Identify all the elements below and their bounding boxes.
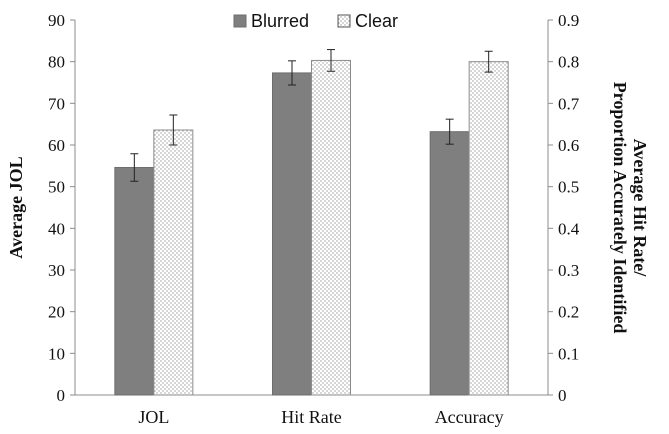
y2-tick-label: 0.7 (558, 94, 580, 113)
bar-clear-accuracy (468, 61, 509, 396)
x-tick-label: Hit Rate (281, 407, 342, 427)
y2-tick-label: 0 (558, 386, 567, 405)
y2-tick-label: 0.2 (558, 303, 579, 322)
bars-group (114, 49, 509, 396)
y-tick-label: 40 (48, 219, 65, 238)
bar-blurred-accuracy (429, 131, 470, 396)
y2-tick-label: 0.4 (558, 219, 580, 238)
bar-clear-jol (153, 129, 194, 396)
y-tick-label: 30 (48, 261, 65, 280)
y-tick-label: 10 (48, 344, 65, 363)
y-tick-label: 60 (48, 136, 65, 155)
y2-tick-label: 0.3 (558, 261, 579, 280)
legend-swatch-clear (337, 14, 351, 28)
bar-blurred-hit-rate (272, 72, 312, 396)
legend-label-blurred: Blurred (251, 11, 309, 31)
y2-tick-label: 0.5 (558, 178, 579, 197)
y2-axis-title-line1: Average Hit Rate/ (630, 139, 650, 278)
y2-tick-label: 0.9 (558, 11, 579, 30)
y-tick-label: 90 (48, 11, 65, 30)
bar-clear-hit-rate (311, 59, 351, 396)
x-tick-label: Accuracy (435, 407, 504, 427)
legend-swatch-blurred (233, 14, 247, 28)
y2-axis-title-line2: Proportion Accurately Identified (610, 82, 630, 334)
y-tick-label: 70 (48, 94, 65, 113)
labels-group: 0 10 20 30 40 50 60 70 80 90 0 0.1 0.2 0.3 0.4 0.5 0.6 0.… (6, 11, 650, 427)
y-axis-title: Average JOL (6, 156, 26, 258)
bar-blurred-jol (114, 167, 155, 396)
y-tick-label: 0 (57, 386, 66, 405)
y-tick-label: 50 (48, 178, 65, 197)
y-tick-label: 80 (48, 53, 65, 72)
x-tick-label: JOL (138, 407, 169, 427)
y2-tick-label: 0.6 (558, 136, 579, 155)
y2-tick-label: 0.8 (558, 53, 579, 72)
legend-label-clear: Clear (355, 11, 398, 31)
y-tick-label: 20 (48, 303, 65, 322)
y2-tick-label: 0.1 (558, 344, 579, 363)
legend: Blurred Clear (233, 11, 398, 31)
